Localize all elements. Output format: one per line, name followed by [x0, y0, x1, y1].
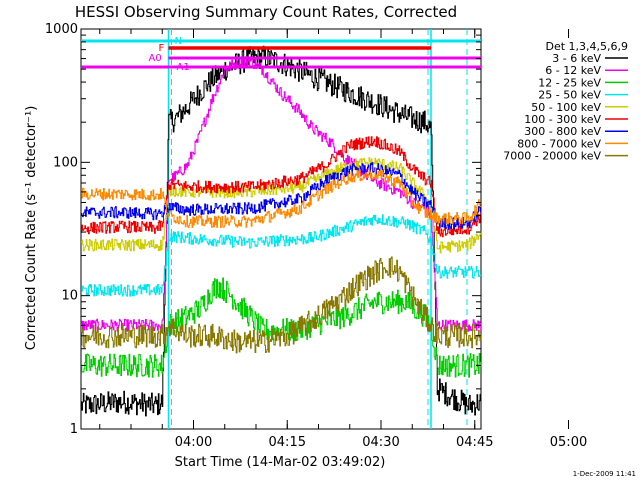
legend-label-2: 12 - 25 keV: [538, 76, 601, 89]
x-tick-label-4: 05:00: [550, 435, 587, 450]
chart-title: HESSI Observing Summary Count Rates, Cor…: [75, 3, 457, 21]
legend-label-8: 7000 - 20000 keV: [503, 150, 601, 163]
plot-frame: [80, 28, 482, 430]
y-tick-label-1: 10: [61, 289, 78, 304]
x-tick-label-3: 04:45: [456, 435, 493, 450]
date-stamp: 1-Dec-2009 11:41: [573, 470, 636, 478]
series-line-0: [81, 45, 482, 417]
legend-title: Det 1,3,4,5,6,9: [545, 40, 628, 53]
series-line-1: [81, 55, 482, 332]
series-line-4: [81, 157, 482, 254]
legend-label-1: 6 - 12 keV: [545, 64, 601, 77]
legend-label-3: 25 - 50 keV: [538, 89, 601, 102]
x-axis-label: Start Time (14-Mar-02 03:49:02): [175, 455, 386, 470]
series-line-6: [81, 162, 482, 230]
legend-label-6: 300 - 800 keV: [524, 125, 601, 138]
series-line-5: [81, 136, 482, 238]
y-tick-label-3: 1000: [45, 22, 78, 37]
x-tick-label-0: 04:00: [175, 435, 212, 450]
legend-label-5: 100 - 300 keV: [524, 113, 601, 126]
flag-label-a1: A1: [177, 62, 190, 73]
series-line-7: [81, 168, 482, 228]
x-tick-label-1: 04:15: [269, 435, 306, 450]
flag-label-a0: A0: [149, 53, 162, 64]
y-axis-label: Corrected Count Rate (s⁻¹ detector⁻¹): [24, 106, 39, 351]
series-line-8: [81, 256, 482, 354]
series-line-3: [81, 214, 482, 297]
x-tick-label-2: 04:30: [362, 435, 399, 450]
legend-label-0: 3 - 6 keV: [552, 52, 601, 65]
flag-label-n: N: [175, 36, 182, 47]
y-tick-label-0: 1: [70, 422, 78, 437]
legend-label-7: 800 - 7000 keV: [517, 137, 601, 150]
flag-label-f: F: [159, 43, 165, 54]
legend-label-4: 50 - 100 keV: [531, 101, 601, 114]
y-tick-label-2: 100: [53, 155, 78, 170]
